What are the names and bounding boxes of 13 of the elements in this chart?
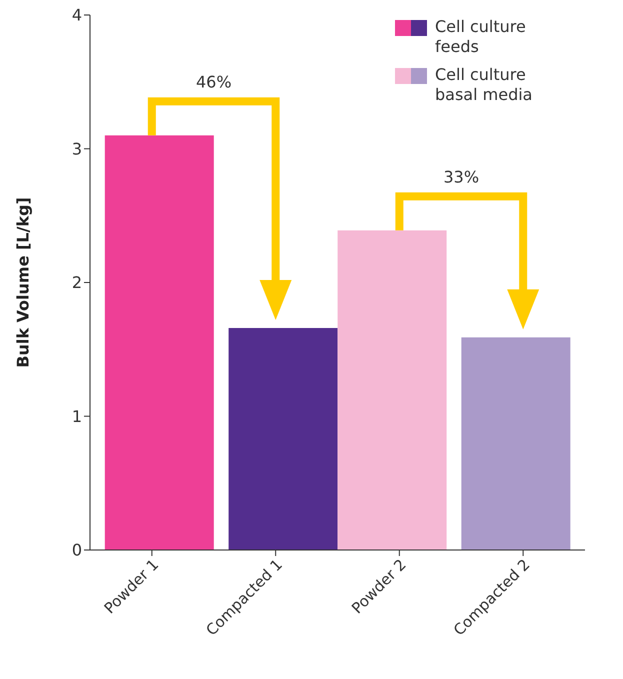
annotation: 46% [196, 72, 232, 92]
annotation: 33% [443, 167, 480, 186]
bar [461, 337, 570, 550]
y-tick-label: 0 [72, 540, 82, 560]
y-tick-label: 4 [72, 6, 82, 25]
bar [338, 230, 447, 550]
legend-label: Cell culture basal media [435, 65, 534, 105]
bar [228, 328, 338, 550]
y-tick-label: 2 [72, 273, 82, 292]
y-tick-label: 3 [72, 139, 82, 158]
y-axis-title: Bulk Volume [L/kg] [14, 197, 33, 368]
y-tick-label: 1 [72, 406, 82, 426]
legend-label: Cell culture feeds [435, 17, 527, 57]
